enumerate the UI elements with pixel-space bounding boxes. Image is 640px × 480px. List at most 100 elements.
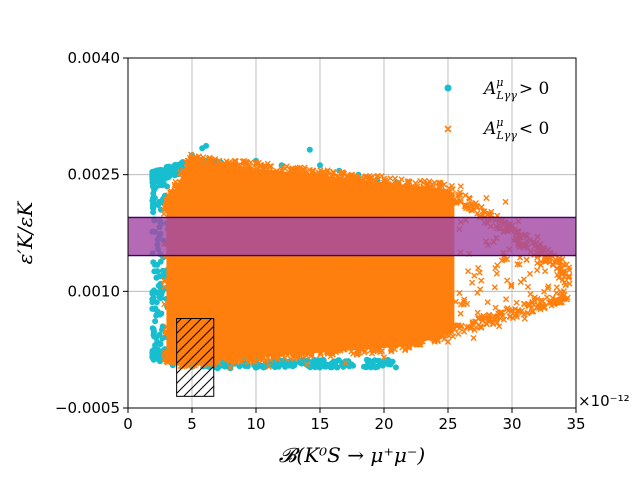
orange-point	[471, 326, 478, 333]
orange-point	[525, 302, 532, 309]
orange-point	[404, 289, 411, 296]
cyan-point	[203, 142, 210, 149]
orange-point	[296, 351, 303, 358]
orange-point	[556, 255, 563, 262]
cyan-point	[149, 290, 156, 297]
orange-point	[539, 297, 546, 305]
orange-point	[257, 161, 264, 169]
orange-point	[460, 301, 467, 308]
orange-point	[450, 322, 457, 329]
orange-point	[541, 288, 548, 295]
orange-point	[168, 255, 176, 262]
orange-point	[430, 274, 437, 281]
orange-point	[221, 170, 228, 178]
orange-point	[166, 313, 173, 320]
orange-point	[243, 307, 250, 314]
orange-point	[386, 264, 393, 271]
orange-point	[388, 348, 395, 355]
orange-point	[161, 277, 168, 284]
cyan-point	[159, 273, 166, 280]
orange-point	[486, 210, 493, 217]
cyan-point	[164, 167, 171, 174]
orange-point	[307, 198, 314, 205]
orange-point	[340, 341, 348, 348]
orange-point	[262, 302, 269, 309]
orange-point	[380, 175, 388, 182]
orange-point	[489, 320, 497, 327]
orange-point	[563, 261, 570, 268]
orange-point	[270, 298, 277, 305]
orange-point	[461, 328, 468, 335]
orange-point	[237, 354, 244, 361]
orange-point	[224, 265, 231, 272]
orange-point	[310, 168, 317, 175]
orange-point	[537, 306, 544, 313]
orange-point	[552, 256, 559, 263]
orange-point	[380, 354, 388, 361]
orange-point	[378, 347, 385, 355]
orange-point	[252, 349, 259, 356]
orange-point	[514, 261, 521, 268]
orange-point	[383, 180, 391, 188]
cyan-point	[371, 357, 378, 364]
orange-point	[266, 163, 273, 171]
orange-point	[320, 178, 327, 185]
orange-point	[329, 177, 337, 184]
hatched-box-layer	[176, 318, 215, 397]
orange-point	[273, 174, 281, 181]
orange-point	[513, 299, 520, 306]
orange-point	[322, 198, 330, 205]
cyan-point	[171, 171, 178, 178]
orange-point	[258, 328, 265, 335]
orange-point	[442, 190, 450, 197]
orange-point	[437, 189, 444, 196]
orange-point	[313, 281, 320, 288]
orange-point	[492, 304, 499, 311]
orange-point	[408, 326, 415, 333]
orange-point	[346, 286, 353, 294]
orange-point	[527, 291, 534, 298]
orange-point	[397, 320, 404, 327]
orange-point	[513, 311, 520, 318]
cyan-point	[149, 170, 156, 177]
orange-point	[339, 288, 347, 295]
orange-point	[359, 340, 366, 347]
orange-point	[304, 210, 312, 217]
orange-point	[212, 156, 219, 163]
cyan-point	[154, 268, 161, 275]
orange-point	[457, 183, 464, 190]
orange-point	[462, 201, 469, 208]
legend-label-positive-symbol: A	[482, 79, 496, 99]
orange-point	[318, 345, 325, 352]
orange-point	[292, 187, 299, 194]
orange-point	[424, 316, 431, 323]
orange-point	[496, 310, 503, 317]
orange-point	[160, 210, 167, 217]
legend-label-negative: Aμ Lγγ < 0	[482, 116, 549, 142]
orange-point	[335, 347, 342, 354]
orange-point	[520, 276, 528, 283]
orange-point	[161, 283, 168, 291]
orange-point	[266, 195, 273, 202]
orange-point	[217, 162, 225, 169]
orange-point	[193, 265, 201, 272]
orange-point	[193, 163, 200, 170]
orange-point	[484, 299, 491, 306]
orange-point	[203, 298, 210, 306]
orange-point	[363, 258, 370, 265]
orange-point	[295, 172, 302, 179]
x-tick-label: 25	[438, 415, 457, 433]
orange-point	[366, 176, 373, 183]
orange-point	[224, 293, 231, 300]
orange-point	[320, 275, 327, 282]
orange-point	[406, 344, 413, 351]
orange-point	[368, 182, 375, 189]
orange-point	[379, 339, 386, 346]
orange-point	[412, 180, 419, 187]
orange-point	[379, 191, 386, 198]
x-tick-label: 10	[246, 415, 265, 433]
cyan-point	[158, 310, 165, 317]
orange-point	[339, 183, 346, 190]
orange-point	[191, 296, 198, 303]
orange-point	[406, 295, 413, 302]
